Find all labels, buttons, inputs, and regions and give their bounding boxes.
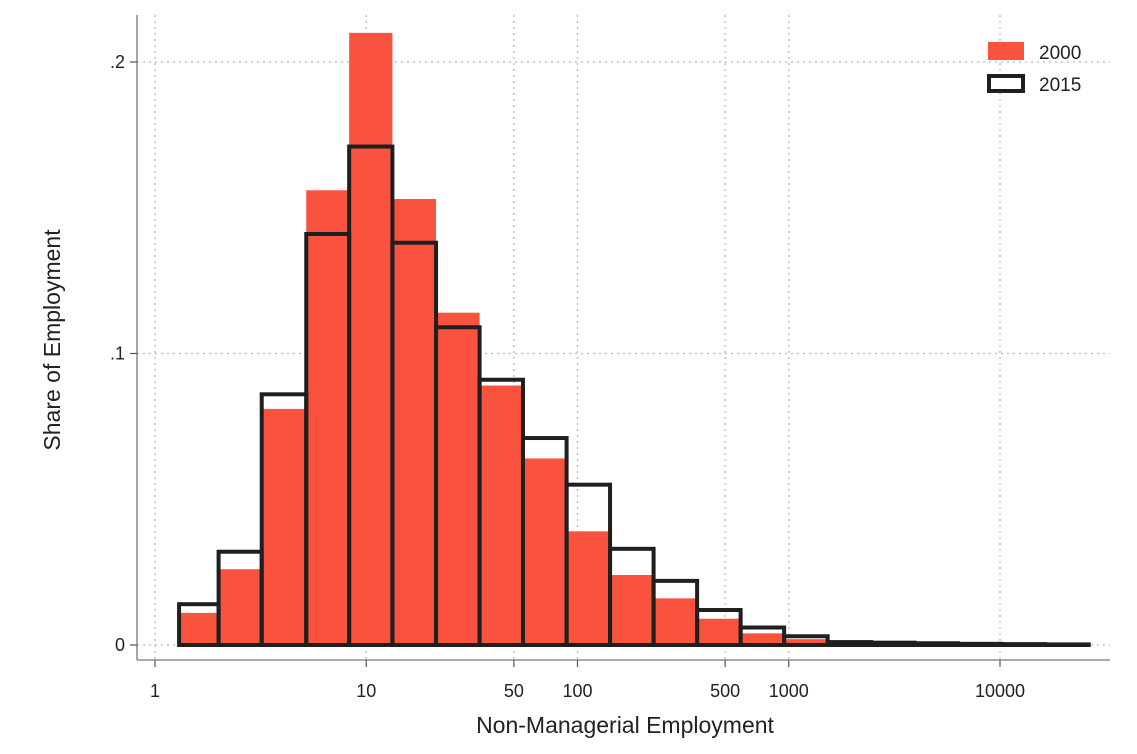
x-axis-ticks: 1 10 50 100 500 1000 10000 (150, 660, 1025, 701)
bar-2000 (349, 32, 393, 646)
x-tick-label: 50 (504, 681, 524, 701)
bar-2015 (912, 641, 961, 647)
x-tick-label: 100 (562, 681, 592, 701)
bar-2015 (999, 642, 1048, 647)
bar-2015 (869, 640, 917, 648)
x-axis-title: Non-Managerial Employment (476, 712, 774, 738)
bar-2000 (610, 575, 654, 645)
y-axis-title: Share of Employment (39, 229, 65, 451)
bar-2000 (392, 199, 437, 645)
bar-2000 (740, 633, 785, 645)
x-tick-label: 1000 (769, 681, 809, 701)
series-2015-bars (177, 144, 1091, 648)
bar-2000 (306, 190, 350, 645)
legend-swatch-2015 (987, 74, 1025, 93)
bar-2000 (784, 639, 828, 645)
x-tick-label: 1 (150, 681, 160, 701)
legend-label-2015: 2015 (1039, 75, 1081, 96)
y-tick-label: .2 (110, 52, 125, 72)
legend-swatch-2000 (988, 42, 1024, 60)
x-tick-label: 10000 (975, 681, 1025, 701)
bar-2015 (825, 640, 874, 648)
bar-2000 (566, 531, 611, 645)
x-tick-label: 500 (710, 681, 740, 701)
series-2000-bars (179, 32, 1089, 646)
bar-2000 (261, 408, 307, 645)
bar-2000 (179, 612, 219, 645)
bar-2015 (956, 641, 1004, 647)
bar-2000 (522, 458, 567, 645)
x-tick-label: 10 (356, 681, 376, 701)
axes (136, 15, 1110, 661)
bar-2000 (697, 618, 741, 645)
bar-2000 (436, 312, 480, 645)
bar-2015 (1043, 642, 1091, 647)
bar-2000 (218, 569, 262, 645)
bar-2000 (653, 598, 698, 645)
bar-2000 (479, 385, 523, 645)
y-tick-label: .1 (110, 344, 125, 364)
y-axis-ticks: 0 .1 .2 (110, 52, 137, 655)
legend: 2000 2015 (987, 42, 1081, 96)
y-tick-label: 0 (115, 635, 125, 655)
legend-label-2000: 2000 (1039, 43, 1081, 64)
